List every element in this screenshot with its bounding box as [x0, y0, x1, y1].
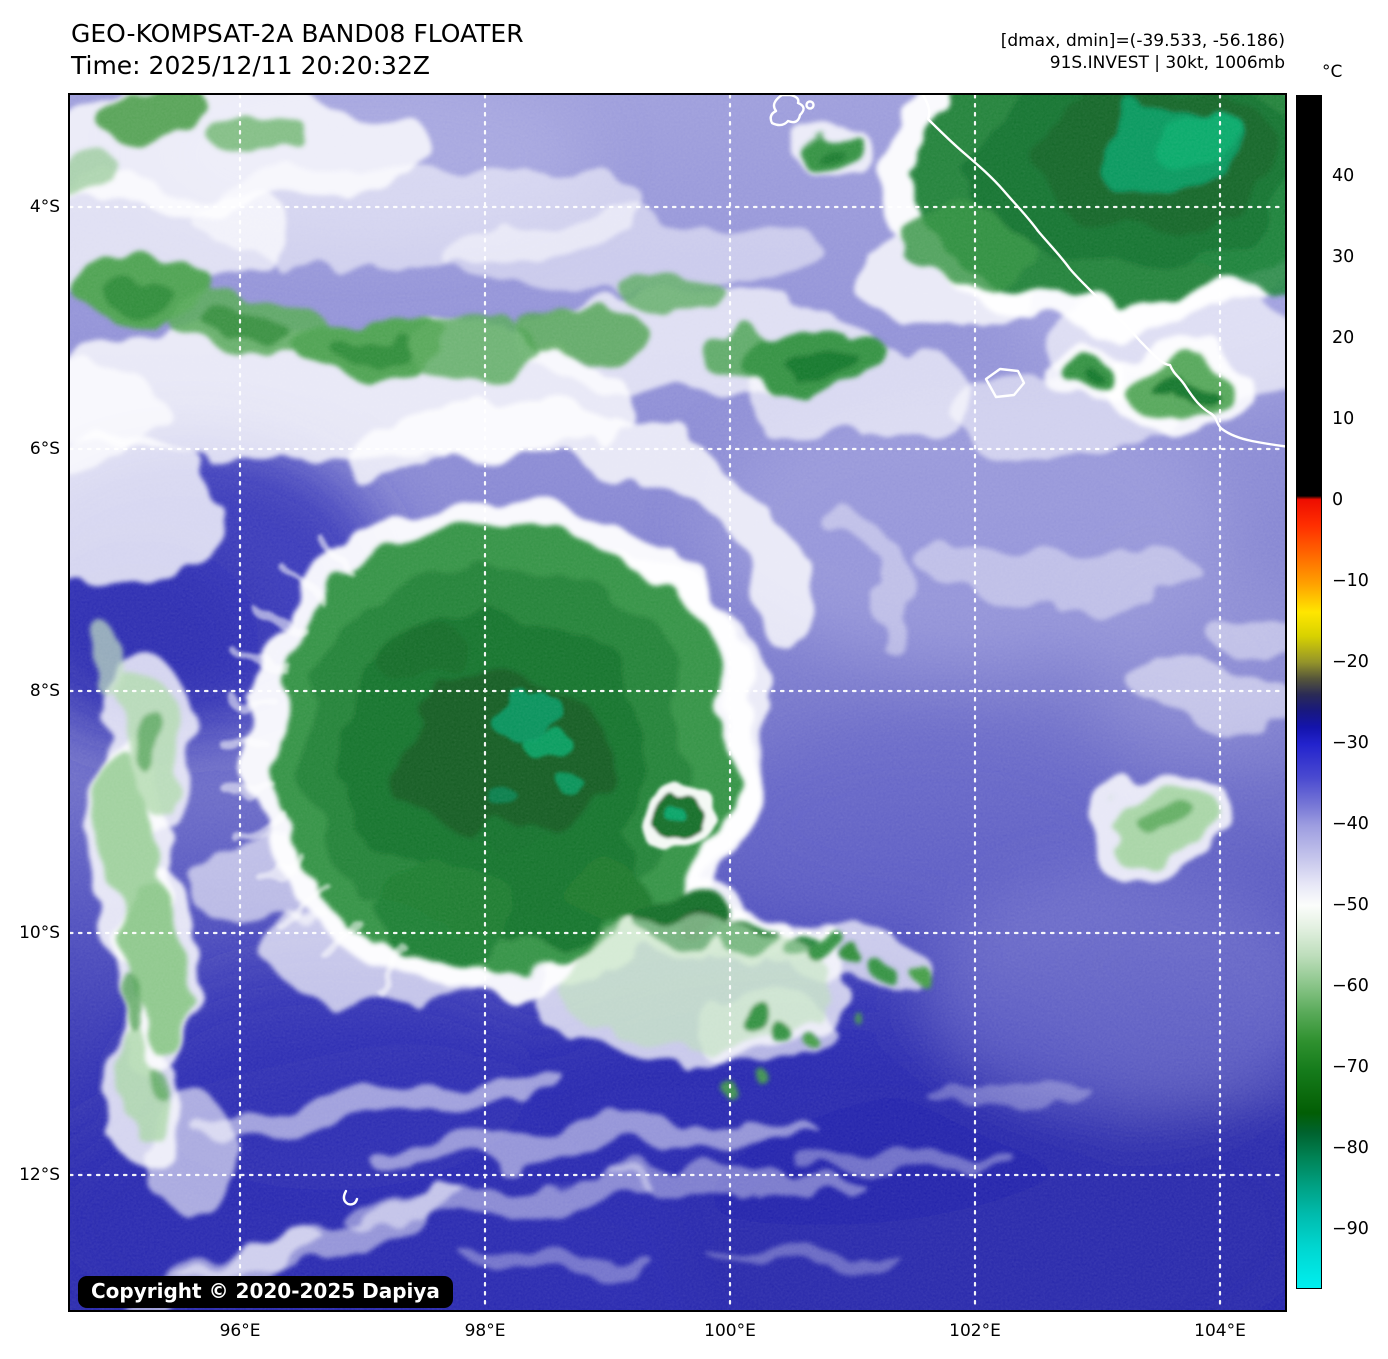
colorbar-tick-label: 10: [1332, 409, 1355, 429]
colorbar-tick-label: −70: [1332, 1057, 1369, 1077]
colorbar-tick-label: −80: [1332, 1138, 1369, 1158]
lat-tick-label: 10°S: [19, 923, 60, 943]
storm-info: 91S.INVEST | 30kt, 1006mb: [1049, 53, 1285, 73]
satellite-imagery: [70, 95, 1285, 1310]
colorbar-tick-label: −90: [1332, 1219, 1369, 1239]
dmax-dmin-readout: [dmax, dmin]=(-39.533, -56.186): [1000, 31, 1285, 51]
header-title-block: GEO-KOMPSAT-2A BAND08 FLOATER Time: 2025…: [71, 18, 524, 82]
lat-tick-label: 8°S: [29, 681, 60, 701]
colorbar-tick-label: 20: [1332, 328, 1355, 348]
colorbar-tick-label: −40: [1332, 814, 1369, 834]
colorbar-unit: °C: [1322, 62, 1343, 82]
timestamp: Time: 2025/12/11 20:20:32Z: [71, 51, 430, 80]
temperature-colorbar: [1296, 95, 1322, 1289]
page-title: GEO-KOMPSAT-2A BAND08 FLOATER: [71, 19, 524, 48]
lon-tick-label: 96°E: [219, 1321, 261, 1341]
coastline: [342, 95, 1285, 1206]
lon-tick-label: 100°E: [704, 1321, 756, 1341]
lon-tick-label: 102°E: [949, 1321, 1001, 1341]
colorbar-tick-label: 0: [1332, 490, 1344, 510]
colorbar-tick-label: 40: [1332, 166, 1355, 186]
copyright-badge: Copyright © 2020-2025 Dapiya: [78, 1276, 453, 1308]
colorbar-tick-label: −10: [1332, 571, 1369, 591]
lat-tick-label: 4°S: [29, 197, 60, 217]
lat-tick-label: 12°S: [19, 1165, 60, 1185]
lat-tick-label: 6°S: [29, 439, 60, 459]
colorbar-tick-label: −50: [1332, 895, 1369, 915]
colorbar-tick-label: −20: [1332, 652, 1369, 672]
lon-tick-label: 98°E: [464, 1321, 506, 1341]
colorbar-tick-label: 30: [1332, 247, 1355, 267]
satellite-map: Copyright © 2020-2025 Dapiya: [68, 93, 1287, 1312]
lon-tick-label: 104°E: [1194, 1321, 1246, 1341]
header-info-block: [dmax, dmin]=(-39.533, -56.186) 91S.INVE…: [1001, 30, 1285, 74]
colorbar-tick-label: −30: [1332, 733, 1369, 753]
colorbar-tick-label: −60: [1332, 976, 1369, 996]
grain-texture: [70, 95, 1285, 1310]
